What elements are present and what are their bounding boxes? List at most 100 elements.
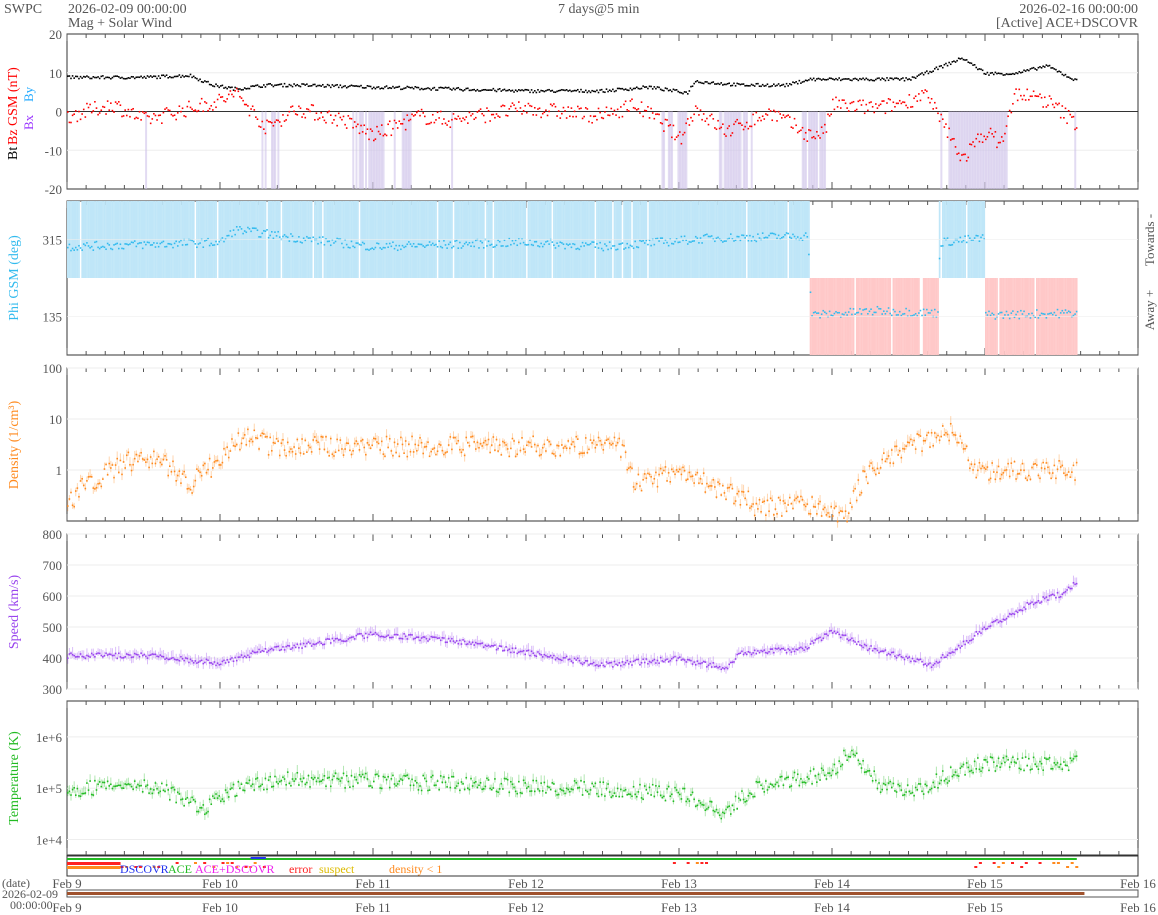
density-point [988,479,990,481]
bz-point [728,125,731,127]
phi-point [161,241,163,244]
southward-bz-shade [824,111,827,189]
density-point [1045,462,1048,464]
bz-point [607,114,609,116]
speed-point [92,654,95,656]
bz-point [373,139,375,142]
bz-point [443,118,445,120]
speed-point [200,659,203,662]
phi-point [481,241,483,244]
phi-point [218,240,221,243]
bz-point [151,118,154,120]
speed-point [175,659,177,661]
bz-point [181,107,184,110]
bt-point [137,76,139,78]
bz-point [393,119,396,122]
bz-point [465,116,468,118]
phi-point [506,245,509,247]
phi-point [742,234,745,237]
bz-point [588,120,590,123]
bt-point [162,74,165,77]
density-point [495,438,498,441]
bt-point [613,90,616,93]
speed-point [291,647,294,649]
bt-point [439,86,442,89]
density-point [511,437,514,440]
phi-point [414,245,417,248]
bz-point [977,133,979,136]
phi-point [806,236,809,238]
bt-point [860,78,863,81]
bt-point [188,75,190,78]
bz-point [1031,95,1033,98]
density-point [78,495,80,498]
density-axis-label: Density (1/cm³) [7,400,22,489]
phi-point [86,242,88,244]
density-point [390,450,393,452]
phi-point [156,242,158,244]
bz-point [996,146,998,149]
bt-point [420,87,423,90]
density-point [1047,466,1049,469]
bz-point [380,124,383,126]
phi-point [342,246,345,249]
bz-point [138,110,141,113]
speed-point [272,649,275,651]
density-point [852,490,855,492]
bt-point [830,77,833,80]
bt-point [871,79,874,82]
bt-point [605,88,608,90]
bz-point [693,113,695,116]
bz-point [572,115,574,118]
density-point [965,445,968,448]
speed-point [215,664,217,667]
bt-point [549,90,552,92]
bz-point [961,154,963,156]
density-point [167,474,170,477]
southward-bz-shade [804,111,807,189]
density-point [227,456,230,459]
density-point [663,469,665,472]
phi-point [720,239,723,242]
bt-point [628,89,630,92]
bt-point [867,78,869,81]
bt-point [86,75,88,77]
speed-point [314,643,316,646]
bz-point [761,115,764,118]
bz-point [991,133,993,135]
bz-point [113,111,115,113]
bt-point [457,86,460,89]
bz-point [814,137,817,140]
bz-point [462,117,464,120]
bt-point [820,79,823,81]
phi-point [67,246,69,249]
bz-point [537,108,539,110]
density-point [510,447,512,450]
phi-point [215,240,217,243]
bt-point [157,75,160,77]
bt-point [398,85,401,88]
southward-bz-shade [272,111,275,189]
density-point [425,445,428,448]
speed-point [304,645,307,648]
phi-point [545,241,547,243]
bz-point [121,115,123,118]
bz-point [74,110,77,112]
speed-point [312,643,315,645]
bz-point [454,117,456,120]
density-point [336,438,338,441]
bt-point [293,83,295,85]
phi-point [911,314,914,317]
density-point [650,475,652,478]
phi-point [580,245,582,248]
bz-point [790,126,793,128]
phi-point [1008,317,1011,320]
bt-point [229,86,232,89]
bt-point [494,89,496,92]
phi-point [946,237,949,239]
density-point [428,455,431,458]
bt-point [798,79,801,82]
bt-point [133,77,136,80]
bz-point [376,125,378,128]
bz-point [495,113,498,115]
